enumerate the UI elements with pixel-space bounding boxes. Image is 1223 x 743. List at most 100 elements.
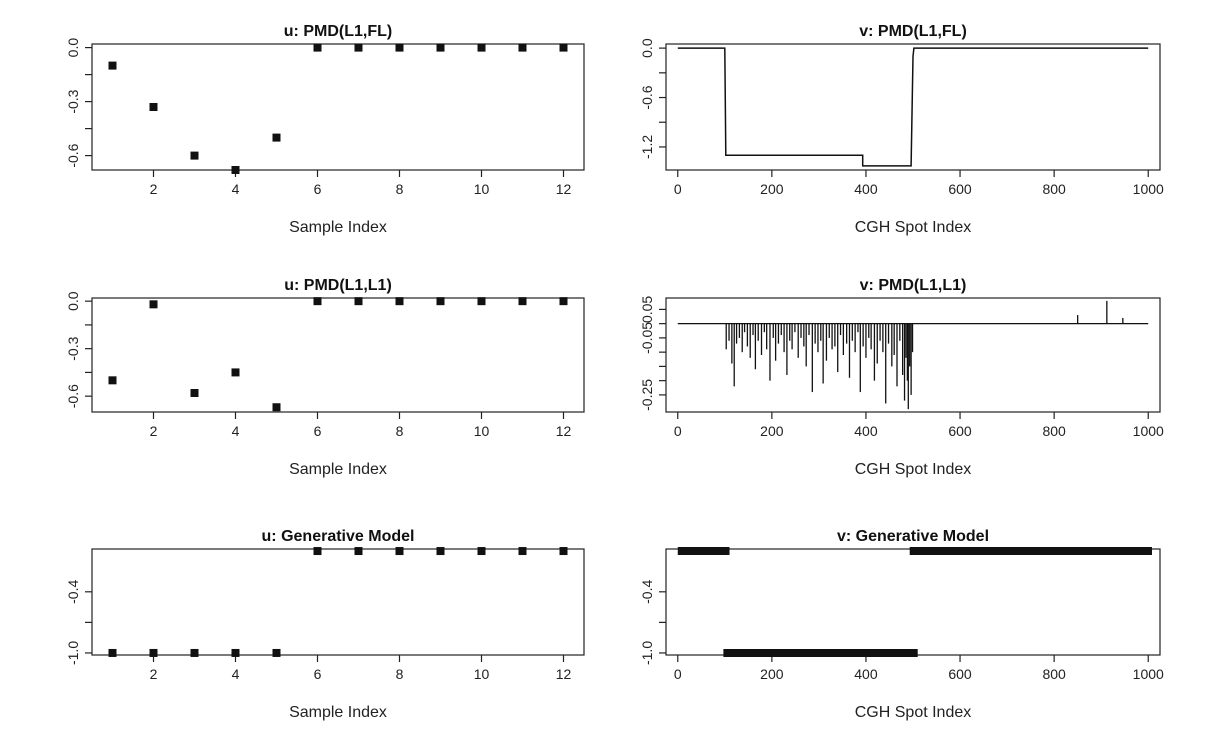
data-point [395,297,404,306]
x-tick-label: 2 [150,666,158,682]
x-axis-label: CGH Spot Index [855,219,972,236]
x-tick-label: 800 [1042,423,1066,439]
x-tick-label: 1000 [1133,666,1164,682]
data-point [559,43,568,52]
x-tick-label: 4 [232,181,240,197]
y-tick-label: 0.0 [65,291,81,311]
x-tick-label: 600 [948,423,972,439]
series-line [677,47,1149,167]
x-tick-label: 12 [556,181,572,197]
data-point [354,547,363,556]
x-tick-label: 400 [854,181,878,197]
y-tick-label: -0.6 [65,384,81,408]
data-point [559,547,568,556]
x-tick-label: 200 [760,181,784,197]
x-tick-label: 0 [674,666,682,682]
data-point [272,133,281,142]
panel-u_fl: u: PMD(L1,FL) 2 4 6 8 10 12 Sample Index 0.0 -0.3… [65,23,585,236]
data-point [231,166,240,174]
x-tick-label: 10 [474,666,490,682]
x-tick-label: 400 [854,423,878,439]
x-tick-label: 6 [314,666,322,682]
x-tick-label: 1000 [1133,181,1164,197]
data-point [190,389,199,397]
chart-title: v: PMD(L1,FL) [859,23,967,40]
x-tick-label: 2 [150,181,158,197]
data-point [149,648,158,657]
data-point [313,297,322,306]
x-tick-label: 8 [396,181,404,197]
data-point [477,297,486,306]
panel-v_gen: v: Generative Model 0 200 400 600 800 1000 CGH … [639,528,1164,721]
data-point [190,648,199,657]
y-tick-label: -0.4 [639,580,655,604]
x-tick-label: 400 [854,666,878,682]
x-tick-label: 800 [1042,181,1066,197]
x-tick-label: 10 [474,423,490,439]
data-point [354,297,363,306]
data-point [231,648,240,657]
x-axis-label: Sample Index [289,461,387,478]
panel-u_l1: u: PMD(L1,L1) 2 4 6 8 10 12 Sample Index 0.0 -0.3… [65,277,585,478]
data-point [108,61,117,70]
y-tick-label: -0.6 [65,143,81,167]
y-tick-label: -1.0 [65,641,81,665]
x-axis-label: CGH Spot Index [855,704,972,721]
data-point [272,403,281,412]
data-point [149,300,158,309]
x-axis-label: Sample Index [289,219,387,236]
plot-frame [665,297,1161,413]
data-point [518,43,527,52]
plot-frame [91,297,585,413]
data-point [436,297,445,306]
x-tick-label: 600 [948,181,972,197]
panel-v_l1: v: PMD(L1,L1) 0 200 400 600 800 1000 CGH Spot I… [639,277,1164,478]
data-point [108,376,117,385]
data-point [477,43,486,52]
data-point [559,297,568,306]
x-tick-label: 800 [1042,666,1066,682]
chart-title: v: PMD(L1,L1) [860,277,967,294]
plot-frame [665,548,1161,656]
chart-title: u: PMD(L1,L1) [284,277,392,294]
x-tick-label: 2 [150,423,158,439]
x-tick-label: 200 [760,423,784,439]
x-tick-label: 6 [314,423,322,439]
data-point [231,368,240,377]
chart-title: u: PMD(L1,FL) [284,23,392,40]
x-tick-label: 4 [232,666,240,682]
chart-title: v: Generative Model [837,528,989,545]
x-tick-label: 8 [396,666,404,682]
data-point [149,103,158,111]
y-tick-label: -0.6 [639,85,655,109]
x-tick-label: 12 [556,666,572,682]
plot-frame [91,548,585,656]
x-tick-label: 12 [556,423,572,439]
plot-frame [91,43,585,171]
x-tick-label: 600 [948,666,972,682]
data-point [436,43,445,52]
x-axis-label: Sample Index [289,704,387,721]
x-tick-label: 8 [396,423,404,439]
x-tick-label: 10 [474,181,490,197]
y-tick-label: -0.25 [639,379,655,411]
y-tick-label: -0.05 [639,322,655,354]
x-tick-label: 6 [314,181,322,197]
y-tick-label: 0.0 [65,38,81,58]
data-point [108,648,117,657]
x-tick-label: 1000 [1133,423,1164,439]
plot-frame [665,43,1161,171]
y-tick-label: 0.05 [639,296,655,323]
data-point [518,547,527,556]
data-point [436,547,445,556]
data-point [313,547,322,556]
x-tick-label: 0 [674,423,682,439]
data-point [313,43,322,52]
x-tick-label: 200 [760,666,784,682]
y-tick-label: -0.3 [65,336,81,360]
data-point [395,43,404,52]
y-tick-label: -1.2 [639,135,655,159]
x-axis-label: CGH Spot Index [855,461,972,478]
data-point [272,648,281,657]
